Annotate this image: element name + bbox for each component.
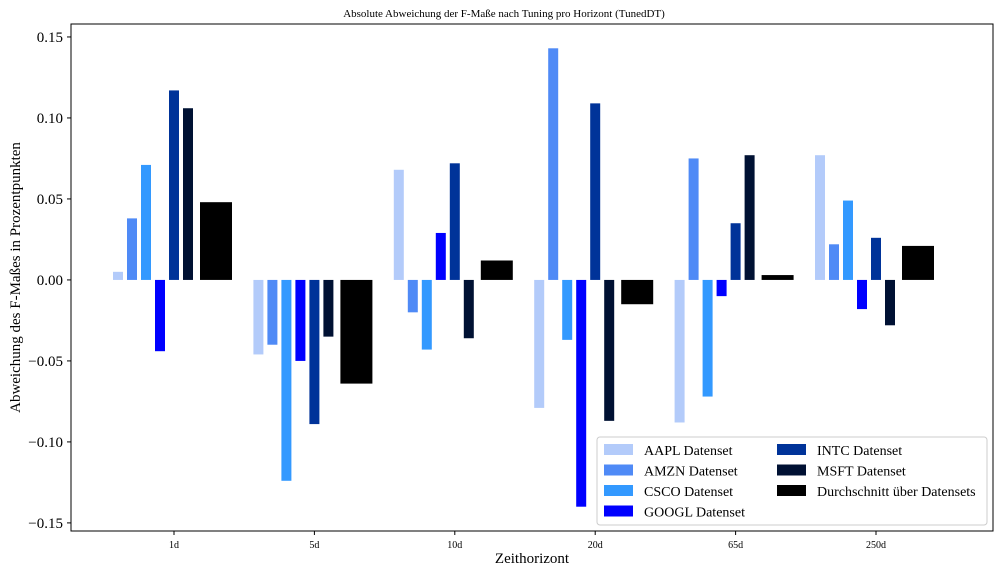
bar-5d-msft (323, 279, 334, 337)
legend-swatch (777, 464, 806, 476)
x-axis: 1d 5d 10d 20d 65d 250d (169, 531, 886, 551)
bar-65d-googl (716, 279, 727, 297)
y-tick-label: −0.10 (28, 435, 63, 451)
bar-250d-intc (871, 237, 881, 280)
legend-swatch (604, 444, 633, 455)
legend-swatch (604, 464, 633, 476)
bar-20d-csco (562, 279, 573, 340)
plot-frame (70, 23, 994, 532)
legend-label: MSFT Datenset (817, 465, 906, 480)
bar-65d-aapl (674, 279, 685, 423)
legend-swatch (604, 505, 633, 517)
bar-10d-intc (449, 163, 460, 280)
bar-65d-msft (744, 155, 755, 280)
bar-20d-durchschnitt (621, 279, 654, 305)
legend: AAPL Datenset AMZN Datenset CSCO Datenset G… (596, 436, 988, 526)
legend-label: AAPL Datenset (644, 444, 733, 459)
bar-65d-csco (702, 279, 713, 397)
bar-20d-googl (576, 279, 587, 507)
bar-20d-intc (590, 103, 601, 280)
bar-20d-aapl (534, 279, 545, 408)
bar-5d-durchschnitt (340, 279, 373, 384)
bar-1d-intc (169, 90, 179, 280)
legend-swatch (777, 485, 806, 496)
bar-1d-csco (141, 164, 151, 280)
bar-20d-msft (604, 279, 615, 421)
y-axis-label: Abweichung des F-Maßes in Prozentpunkten (8, 142, 24, 413)
bar-10d-amzn (407, 279, 418, 313)
bar-250d-msft (885, 279, 895, 326)
bar-5d-intc (309, 279, 320, 425)
chart-title: Absolute Abweichung der F-Maße nach Tuni… (343, 8, 665, 20)
bar-5d-amzn (267, 279, 278, 345)
bar-1d-durchschnitt (200, 202, 232, 280)
y-axis: 0.15 0.10 0.05 0.00 −0.05 −0.10 −0.15 (28, 30, 71, 532)
bar-1d-amzn (127, 218, 137, 280)
legend-swatch (604, 485, 633, 496)
legend-label: AMZN Datenset (644, 465, 738, 480)
legend-swatch (777, 444, 806, 455)
y-tick-label: 0.10 (37, 111, 63, 127)
legend-box (596, 436, 988, 526)
legend-label: Durchschnitt über Datensets (817, 485, 976, 500)
y-tick-label: 0.00 (37, 273, 63, 289)
bar-250d-amzn (829, 244, 839, 280)
bar-250d-aapl (815, 155, 825, 280)
bars-layer (113, 48, 934, 507)
legend-label: INTC Datenset (817, 444, 902, 459)
legend-label: CSCO Datenset (644, 485, 733, 500)
bar-65d-durchschnitt (761, 275, 794, 280)
bar-10d-csco (421, 279, 432, 350)
x-axis-label: Zeithorizont (495, 551, 570, 567)
x-tick-label: 1d (169, 540, 179, 551)
bar-1d-aapl (113, 271, 123, 280)
bar-65d-intc (730, 223, 741, 280)
x-tick-label: 10d (447, 540, 462, 551)
bar-5d-aapl (253, 279, 264, 355)
bar-10d-msft (463, 279, 474, 339)
x-tick-label: 5d (309, 540, 319, 551)
y-tick-label: −0.15 (28, 516, 63, 532)
bar-10d-googl (435, 232, 446, 280)
bar-250d-googl (857, 279, 867, 310)
bar-250d-csco (843, 200, 853, 280)
bar-1d-googl (155, 279, 165, 352)
bar-250d-durchschnitt (902, 245, 934, 280)
y-tick-label: 0.15 (37, 30, 63, 46)
bar-1d-msft (183, 108, 193, 280)
bar-65d-amzn (688, 158, 699, 280)
y-tick-label: −0.05 (28, 354, 63, 370)
bar-20d-amzn (548, 48, 559, 280)
bar-5d-csco (281, 279, 292, 481)
x-tick-label: 65d (728, 540, 743, 551)
x-tick-label: 20d (588, 540, 603, 551)
x-tick-label: 250d (866, 540, 886, 551)
bar-10d-durchschnitt (480, 260, 513, 280)
bar-10d-aapl (393, 169, 404, 280)
bar-5d-googl (295, 279, 306, 361)
legend-label: GOOGL Datenset (644, 506, 745, 521)
y-tick-label: 0.05 (37, 192, 63, 208)
